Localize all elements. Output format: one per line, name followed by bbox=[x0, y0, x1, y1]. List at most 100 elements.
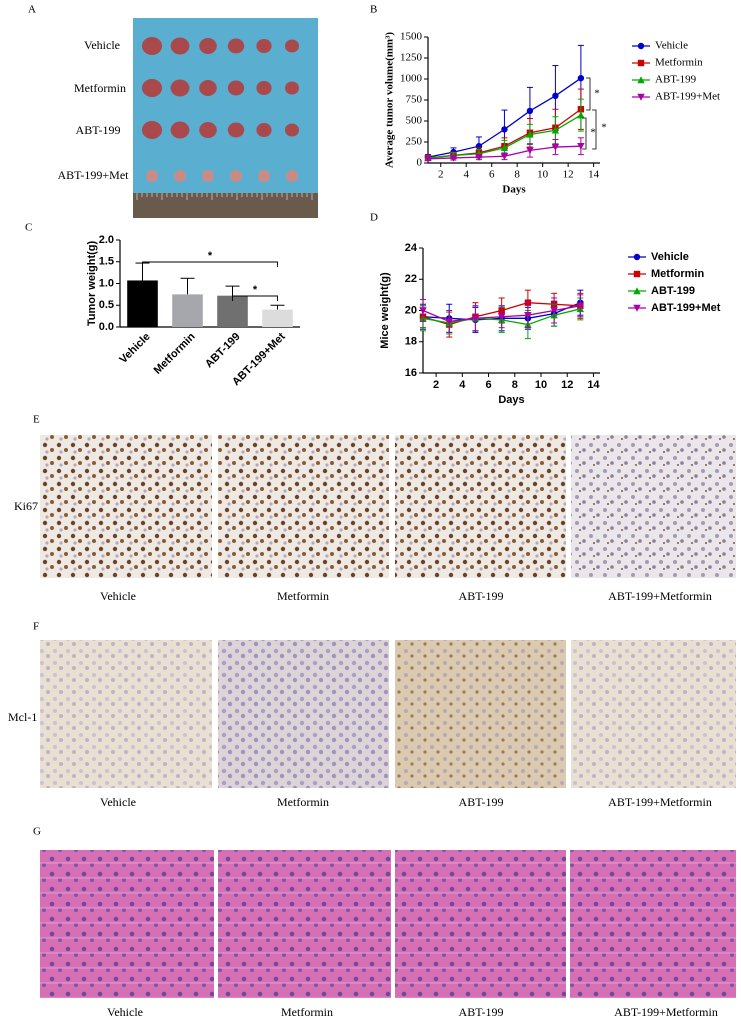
image-label: Vehicle bbox=[100, 589, 136, 603]
y-tick-label: 1500 bbox=[400, 31, 423, 43]
image-label: ABT-199+Metformin bbox=[608, 795, 712, 809]
marker bbox=[577, 143, 585, 150]
chart: 0 250 500 750 1000 1250 1500 Average tumor volu… bbox=[384, 31, 721, 196]
y-tick-label: 250 bbox=[406, 136, 423, 148]
tumor bbox=[285, 81, 299, 95]
legend-label: ABT-199 bbox=[651, 285, 695, 297]
y-tick-label: 24 bbox=[405, 242, 418, 254]
tumor bbox=[227, 80, 245, 96]
x-tick-label: 6 bbox=[485, 379, 491, 391]
marker bbox=[637, 59, 645, 67]
significance-bracket bbox=[586, 77, 591, 111]
ihc-image bbox=[218, 640, 389, 788]
legend-label: ABT-199 bbox=[655, 74, 697, 86]
marker bbox=[577, 111, 585, 119]
marker bbox=[471, 315, 480, 323]
tumor bbox=[256, 81, 272, 95]
image-label: Metformin bbox=[281, 1005, 333, 1019]
image-label: Metformin bbox=[277, 795, 329, 809]
image-label: ABT-199 bbox=[459, 795, 504, 809]
he-image bbox=[395, 850, 566, 998]
tumor bbox=[199, 38, 217, 54]
tumor bbox=[286, 170, 298, 182]
x-axis-label: Days bbox=[502, 184, 526, 196]
x-tick-label: 4 bbox=[463, 169, 469, 181]
marker bbox=[424, 155, 432, 163]
panel-letter: B bbox=[370, 4, 377, 16]
y-tick-label: 2.0 bbox=[99, 234, 114, 246]
panel-letter: E bbox=[33, 414, 40, 426]
row-label: Metformin bbox=[74, 81, 126, 95]
x-axis-label: Days bbox=[498, 394, 524, 406]
y-tick-label: 500 bbox=[406, 115, 423, 127]
y-tick-label: 0.5 bbox=[99, 299, 114, 311]
tumor bbox=[142, 121, 162, 139]
x-tick-label: Vehicle bbox=[117, 331, 152, 366]
x-tick-label: 8 bbox=[512, 379, 518, 391]
y-tick-label: 0 bbox=[417, 157, 423, 169]
y-tick-label: 16 bbox=[405, 367, 417, 379]
marker bbox=[501, 126, 508, 133]
y-tick-label: 18 bbox=[405, 336, 417, 348]
tumor bbox=[256, 123, 272, 137]
bar bbox=[127, 280, 158, 327]
panel-letter: F bbox=[33, 621, 39, 633]
legend-label: Metformin bbox=[651, 268, 704, 280]
marker bbox=[526, 107, 534, 115]
ihc-image bbox=[40, 640, 212, 788]
tumor bbox=[199, 80, 217, 96]
x-tick-label: 4 bbox=[459, 379, 466, 391]
marker bbox=[526, 147, 534, 155]
legend-label: ABT-199+Met bbox=[655, 91, 720, 103]
row-label: Vehicle bbox=[84, 38, 120, 52]
significance-mark: * bbox=[208, 250, 213, 262]
marker bbox=[526, 130, 534, 138]
marker bbox=[500, 153, 509, 160]
image-label: ABT-199 bbox=[459, 589, 504, 603]
marker bbox=[576, 302, 585, 310]
he-image bbox=[218, 850, 391, 998]
ruler bbox=[133, 193, 318, 218]
x-tick-label: 12 bbox=[561, 379, 573, 391]
he-image bbox=[40, 850, 214, 998]
tumor bbox=[142, 37, 162, 55]
x-tick-label: 10 bbox=[535, 379, 547, 391]
legend-label: ABT-199+Met bbox=[651, 302, 721, 314]
significance-mark: * bbox=[594, 88, 600, 100]
tumor bbox=[230, 170, 242, 182]
tumors bbox=[136, 37, 313, 200]
x-tick-label: 14 bbox=[588, 169, 600, 181]
marker bbox=[552, 92, 559, 100]
y-tick-label: 750 bbox=[406, 94, 423, 106]
marker bbox=[637, 76, 645, 84]
tumor bbox=[146, 170, 158, 182]
tumor bbox=[174, 170, 186, 182]
significance-bracket bbox=[142, 261, 278, 267]
y-axis-label: Tumor weight(g) bbox=[86, 240, 98, 326]
tumor bbox=[142, 79, 162, 97]
x-tick-label: 12 bbox=[563, 169, 574, 181]
marker bbox=[497, 313, 506, 321]
ihc-image bbox=[395, 640, 566, 788]
image-label: ABT-199+Metformin bbox=[608, 589, 712, 603]
significance-mark: * bbox=[590, 127, 596, 139]
marker bbox=[445, 318, 453, 326]
image-label: Vehicle bbox=[107, 1005, 143, 1019]
tumor bbox=[285, 39, 299, 53]
ihc-image bbox=[218, 435, 389, 578]
marker bbox=[550, 307, 558, 315]
x-tick-label: 10 bbox=[537, 169, 549, 181]
marker bbox=[449, 154, 458, 162]
marker bbox=[500, 144, 509, 152]
panel-letter: D bbox=[370, 212, 378, 224]
image-label: ABT-199 bbox=[459, 1005, 504, 1019]
legend-label: Metformin bbox=[655, 57, 703, 69]
marker bbox=[633, 253, 641, 261]
significance-bracket bbox=[582, 117, 587, 150]
y-tick-label: 1.5 bbox=[99, 256, 114, 268]
legend-label: Vehicle bbox=[655, 40, 688, 52]
x-tick-label: 2 bbox=[438, 169, 444, 181]
